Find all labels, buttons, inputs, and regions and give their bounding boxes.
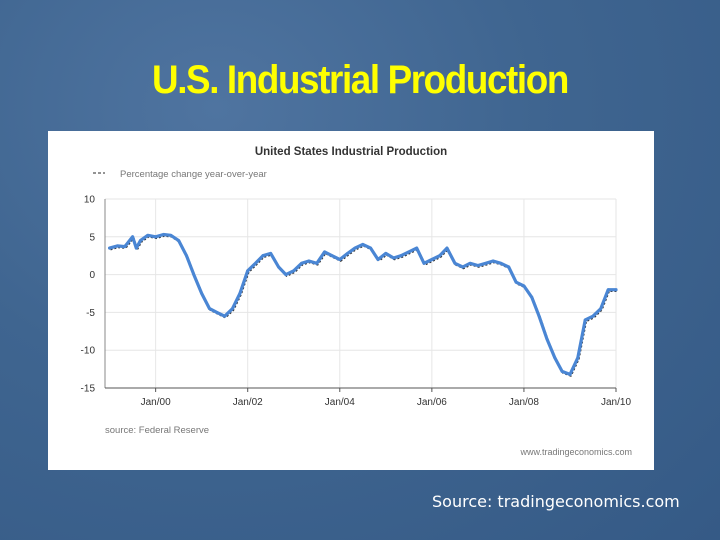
y-tick-label: -5 [86,308,95,319]
data-point [553,356,557,360]
data-point [430,258,434,261]
data-point [292,269,296,273]
data-point [200,292,204,295]
y-tick-label: 5 [89,232,95,243]
data-point [369,246,372,250]
data-point [453,261,457,265]
data-point [522,284,526,288]
data-point [131,235,134,239]
data-point [192,273,196,276]
data-point [583,318,587,322]
data-point [591,314,595,318]
source-note: Source: tradingeconomics.com [432,492,680,511]
data-point [254,261,257,265]
data-point [177,239,181,242]
data-point [116,244,119,248]
x-tick-label: Jan/08 [509,397,539,408]
data-point [461,265,465,269]
data-point [415,246,419,250]
grid [105,198,617,389]
y-tick-label: 10 [84,195,96,206]
data-point [154,235,157,239]
data-point [384,252,388,255]
data-point [215,311,219,314]
data-point [353,246,357,250]
data-point [599,307,603,310]
y-tick-label: -15 [81,384,96,395]
axes: 10 5 0 -5 -10 -15 Jan/00 Jan/02 Jan/04 Jan/06 Jan/… [81,195,632,409]
slide-title: U.S. Industrial Production [152,58,569,102]
data-point [491,259,495,263]
data-point [484,261,488,265]
chart-title: United States Industrial Production [255,146,447,158]
source-label: source: Federal Reserve [105,425,209,436]
x-tick-label: Jan/00 [141,397,171,408]
data-point [438,254,442,258]
legend: Percentage change year-over-year [93,169,267,180]
y-tick-label: 0 [89,270,95,281]
data-point [476,264,480,267]
data-point [537,314,541,318]
x-tick-label: Jan/10 [601,397,631,408]
data-point [123,245,127,248]
data-point [238,292,242,295]
x-tick-label: Jan/06 [417,397,447,408]
data-point [445,246,449,250]
data-point [422,261,426,265]
data-point [108,246,111,250]
data-point [323,250,326,254]
data-point [530,295,534,299]
x-tick-label: Jan/04 [325,397,355,408]
series-line [107,232,618,376]
data-point [269,252,273,255]
data-point [614,288,618,292]
data-point [407,250,411,254]
data-point [169,233,173,237]
data-point [545,337,549,341]
data-point [576,356,580,360]
data-point [315,261,319,265]
data-point [392,256,395,260]
data-point [261,254,265,258]
data-point [300,261,303,265]
data-point [499,261,503,265]
data-point [139,239,142,242]
data-point [361,243,365,246]
watermark: www.tradingeconomics.com [519,447,632,457]
y-tick-label: -10 [81,346,96,357]
data-point [330,254,334,258]
legend-label: Percentage change year-over-year [120,169,267,180]
data-point [606,288,610,292]
data-point [514,280,518,284]
data-point [134,246,138,250]
data-point [284,273,288,276]
data-point [468,261,472,265]
data-point [162,233,165,236]
line-chart: United States Industrial Production Perc… [81,146,632,457]
data-point [246,269,250,273]
data-point [346,252,349,255]
data-point [560,370,564,373]
series-layer [107,232,618,377]
data-point [223,314,227,318]
data-point [507,265,511,269]
data-point [185,254,188,258]
data-point [146,233,150,237]
chart-card: United States Industrial Production Perc… [48,131,654,470]
data-point [568,373,572,376]
data-point [208,307,211,310]
data-point [307,259,311,263]
data-point [277,265,280,269]
data-point [231,307,234,310]
x-tick-label: Jan/02 [233,397,263,408]
data-point [338,258,342,261]
data-point [376,258,380,261]
data-point [399,254,403,258]
